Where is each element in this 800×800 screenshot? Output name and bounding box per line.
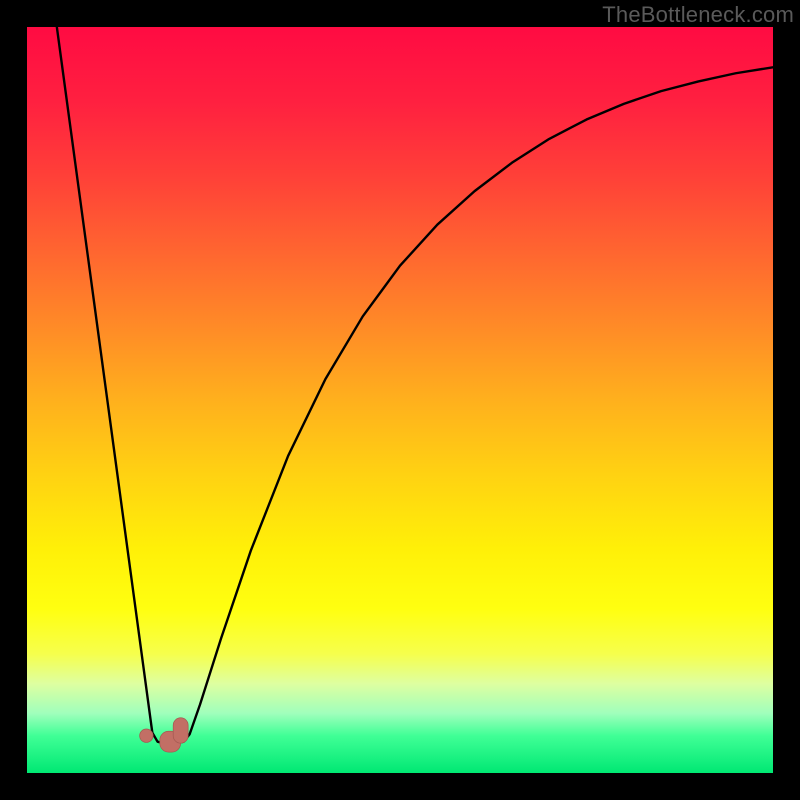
plot-area — [27, 27, 773, 773]
outer-frame: TheBottleneck.com — [0, 0, 800, 800]
watermark-text: TheBottleneck.com — [602, 2, 794, 28]
gradient-background — [27, 27, 773, 773]
marker-shape — [140, 729, 153, 742]
chart-svg — [27, 27, 773, 773]
marker-shape — [173, 718, 188, 743]
